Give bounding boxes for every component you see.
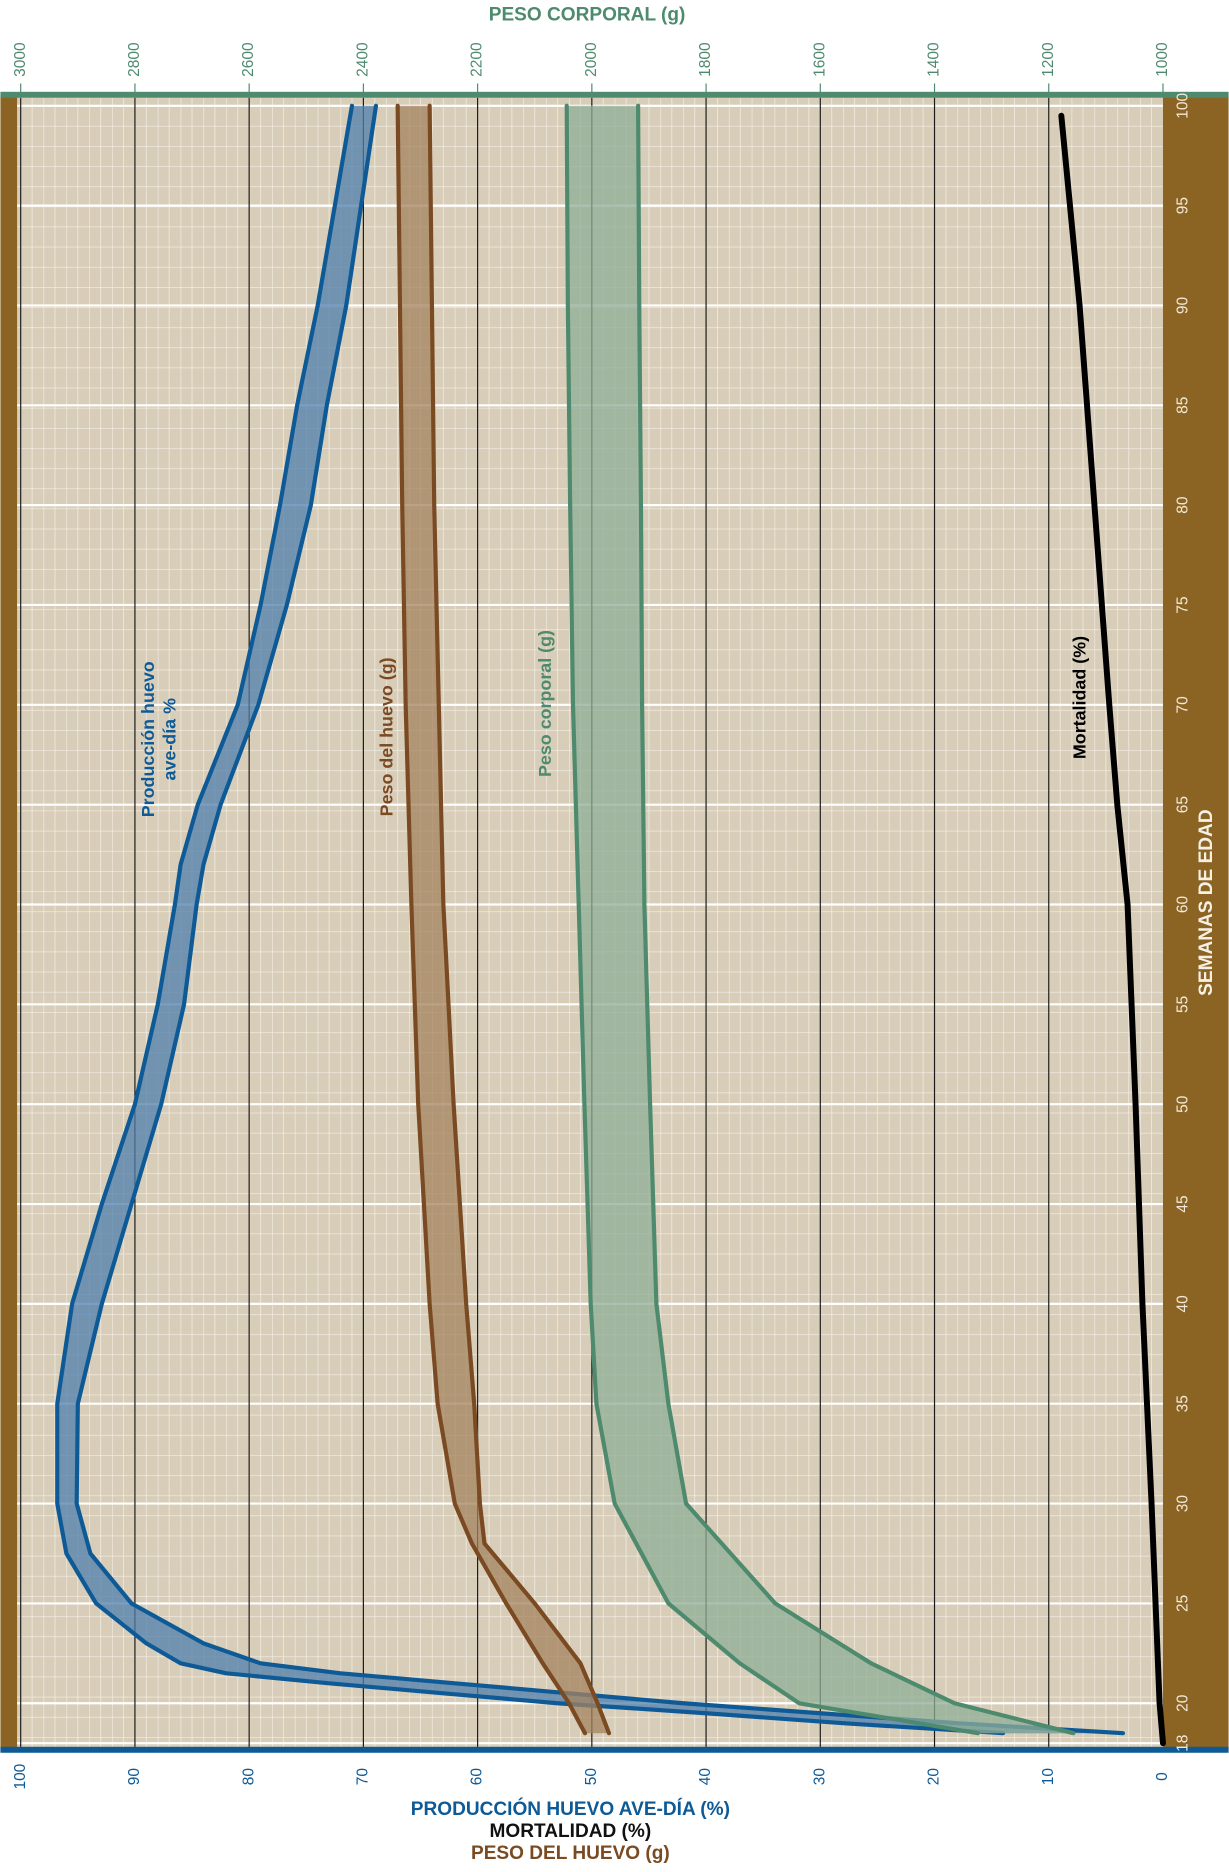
band-lower-line [427, 103, 612, 1736]
y-axis-title: PESO DEL HUEVO (g) [471, 1843, 670, 1864]
frame-right [1162, 95, 1229, 1752]
band-lower-line [74, 103, 1126, 1736]
x-tick-label: 75 [1174, 596, 1191, 613]
x-tick-label: 85 [1174, 397, 1191, 414]
x-tick-label: 100 [1174, 92, 1191, 118]
y-tick-label: 100 [12, 1763, 29, 1789]
x-tick-label: 25 [1174, 1595, 1191, 1612]
x-tick-label: 60 [1174, 896, 1191, 914]
x-tick-label: 35 [1174, 1395, 1191, 1412]
y-tick-label: 30 [811, 1768, 828, 1786]
series-label: Producción huevo [138, 661, 158, 817]
y-tick-label: 90 [126, 1768, 143, 1786]
y-axis-title: PRODUCCIÓN HUEVO AVE-DÍA (%) [411, 1798, 730, 1820]
band-lower-line [636, 103, 1076, 1736]
x-tick-label: 95 [1174, 197, 1191, 214]
series-label: Mortalidad (%) [1069, 636, 1089, 759]
line [1058, 112, 1166, 1747]
y2-tick-label: 1600 [811, 42, 828, 77]
y2-tick-label: 1800 [697, 42, 714, 77]
top-axis-line [0, 91, 1229, 98]
x-tick-label: 20 [1174, 1694, 1191, 1712]
y2-tick-label: 2600 [240, 42, 257, 77]
y-tick-label: 80 [240, 1768, 257, 1786]
band-area [397, 105, 609, 1734]
y-tick-label: 60 [469, 1768, 486, 1786]
band-upper-line [395, 103, 588, 1736]
y2-tick-label: 1200 [1040, 42, 1057, 77]
y-tick-label: 50 [583, 1768, 600, 1786]
y-tick-label: 40 [697, 1768, 714, 1786]
y2-tick-label: 1000 [1154, 42, 1171, 77]
x-tick-label: 40 [1174, 1295, 1191, 1313]
x-tick-label: 18 [1174, 1735, 1191, 1752]
x-tick-label: 30 [1174, 1495, 1191, 1513]
x-tick-label: 90 [1174, 296, 1191, 314]
y2-tick-label: 2000 [583, 42, 600, 77]
frame-left [0, 95, 18, 1752]
y-tick-label: 10 [1040, 1768, 1057, 1786]
series-label: Peso del huevo (g) [377, 657, 397, 816]
x-tick-label: 70 [1174, 696, 1191, 714]
y2-tick-label: 2200 [469, 42, 486, 77]
x-tick-label: 55 [1174, 996, 1191, 1013]
y2-tick-label: 3000 [12, 42, 29, 77]
x-tick-label: 50 [1174, 1095, 1191, 1113]
y-axis-title: MORTALIDAD (%) [490, 1821, 652, 1842]
x-tick-label: 80 [1174, 496, 1191, 514]
band-upper-line [55, 103, 1006, 1736]
y2-axis-title: PESO CORPORAL (g) [489, 5, 686, 26]
series-label: ave-día % [160, 698, 180, 781]
y-tick-label: 20 [926, 1768, 943, 1786]
series-label: Peso corporal (g) [535, 630, 555, 777]
y-tick-label: 70 [354, 1768, 371, 1786]
y-tick-label: 0 [1154, 1772, 1171, 1781]
x-axis-title: SEMANAS DE EDAD [1196, 809, 1217, 995]
y2-tick-label: 1400 [926, 42, 943, 77]
y2-tick-label: 2800 [126, 42, 143, 77]
bottom-axis-line [0, 1746, 1229, 1753]
x-tick-label: 45 [1174, 1195, 1191, 1212]
y2-tick-label: 2400 [354, 42, 371, 77]
band-upper-line [564, 103, 981, 1736]
band-area [566, 105, 1074, 1734]
x-tick-label: 65 [1174, 796, 1191, 813]
